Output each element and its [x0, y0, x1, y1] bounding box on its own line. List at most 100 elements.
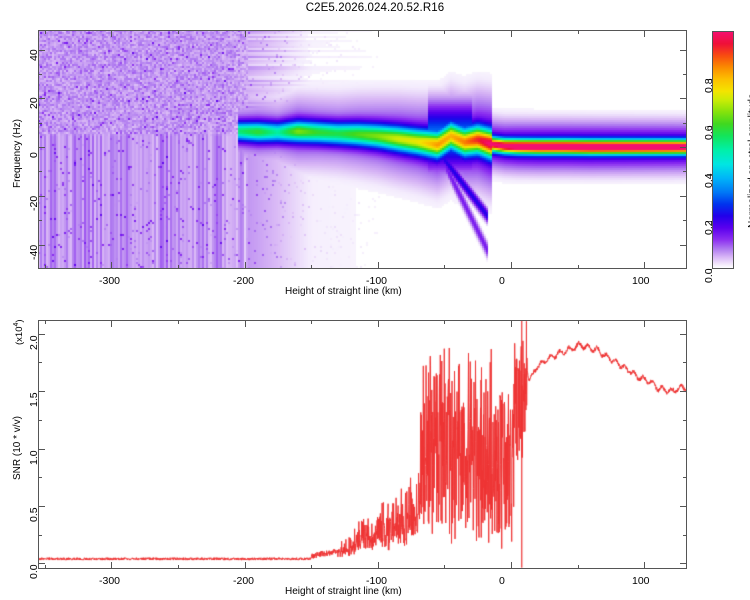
- axis-tick-label: 100: [632, 275, 650, 287]
- axis-tick-label: 0.8: [703, 78, 715, 93]
- axis-tick: [683, 74, 687, 75]
- axis-tick: [707, 174, 712, 175]
- axis-tick: [45, 565, 46, 569]
- axis-tick: [38, 171, 42, 172]
- axis-tick: [680, 147, 687, 148]
- axis-tick: [378, 562, 379, 569]
- axis-tick: [511, 262, 512, 269]
- axis-tick: [245, 320, 246, 327]
- axis-tick: [644, 30, 645, 37]
- axis-tick: [111, 562, 112, 569]
- axis-tick: [38, 196, 45, 197]
- axis-tick-label: 1.0: [28, 450, 40, 465]
- snr-exponent-base: (x10: [14, 326, 26, 345]
- colorbar-gradient: [712, 31, 734, 269]
- axis-tick: [111, 320, 112, 327]
- axis-tick: [38, 391, 45, 392]
- axis-tick: [578, 30, 579, 34]
- axis-tick: [444, 30, 445, 34]
- axis-tick: [680, 506, 687, 507]
- axis-tick: [444, 320, 445, 324]
- axis-tick: [680, 196, 687, 197]
- axis-tick: [644, 262, 645, 269]
- axis-tick: [707, 269, 712, 270]
- axis-tick-label: 0: [499, 575, 505, 587]
- axis-tick: [311, 30, 312, 34]
- axis-tick: [38, 420, 42, 421]
- axis-tick: [178, 265, 179, 269]
- axis-tick: [45, 320, 46, 324]
- axis-tick: [683, 220, 687, 221]
- page-title: C2E5.2026.024.20.52.R16: [305, 2, 445, 14]
- axis-tick: [683, 420, 687, 421]
- axis-tick: [511, 320, 512, 327]
- axis-tick: [707, 126, 712, 127]
- axis-tick: [683, 362, 687, 363]
- axis-tick-label: 1.5: [28, 392, 40, 407]
- axis-tick-label: 0: [28, 152, 40, 158]
- axis-tick-label: 0.0: [28, 564, 40, 579]
- axis-tick-label: 0.6: [703, 125, 715, 140]
- axis-tick: [245, 562, 246, 569]
- axis-tick: [45, 265, 46, 269]
- axis-tick-label: 20: [28, 97, 40, 109]
- axis-tick: [178, 565, 179, 569]
- axis-tick: [38, 563, 45, 564]
- axis-tick-label: -300: [99, 275, 121, 287]
- axis-tick: [38, 50, 45, 51]
- axis-tick: [680, 334, 687, 335]
- axis-tick-label: 100: [632, 575, 650, 587]
- axis-tick: [644, 562, 645, 569]
- axis-tick-label: 0.2: [703, 220, 715, 235]
- axis-tick: [683, 123, 687, 124]
- axis-tick: [578, 320, 579, 324]
- axis-tick-label: -100: [366, 275, 388, 287]
- snr-x-axis-label: Height of straight line (km): [285, 586, 402, 597]
- snr-line-plot: [38, 320, 687, 569]
- axis-tick: [245, 30, 246, 37]
- axis-tick: [378, 320, 379, 327]
- spectrogram-y-axis-label: Frequency (Hz): [12, 119, 23, 188]
- axis-tick: [38, 74, 42, 75]
- axis-tick-label: 2.0: [28, 335, 40, 350]
- axis-tick-label: 0.4: [703, 173, 715, 188]
- axis-tick: [38, 362, 42, 363]
- axis-tick: [644, 320, 645, 327]
- snr-y-exponent-label: (x104): [13, 319, 25, 345]
- axis-tick: [38, 449, 45, 450]
- axis-tick-label: 0: [499, 275, 505, 287]
- axis-tick: [511, 562, 512, 569]
- axis-tick: [178, 30, 179, 34]
- axis-tick: [38, 506, 45, 507]
- axis-tick: [680, 449, 687, 450]
- axis-tick: [707, 221, 712, 222]
- spectrogram-panel: [38, 30, 687, 269]
- axis-tick: [707, 79, 712, 80]
- axis-tick-label: -300: [99, 575, 121, 587]
- axis-tick: [683, 171, 687, 172]
- axis-tick: [680, 245, 687, 246]
- axis-tick-label: -200: [233, 275, 255, 287]
- axis-tick: [311, 320, 312, 324]
- axis-tick-label: -20: [28, 195, 40, 211]
- axis-tick: [111, 262, 112, 269]
- snr-panel: [38, 320, 687, 569]
- axis-tick: [680, 563, 687, 564]
- snr-y-axis-label: SNR (10 * v/v): [12, 416, 23, 480]
- axis-tick: [444, 265, 445, 269]
- spectrogram-x-axis-label: Height of straight line (km): [285, 286, 402, 297]
- axis-tick: [680, 98, 687, 99]
- spectrogram-image: [38, 30, 687, 269]
- axis-tick-label: -100: [366, 575, 388, 587]
- axis-tick: [38, 245, 45, 246]
- axis-tick: [578, 265, 579, 269]
- axis-tick: [38, 123, 42, 124]
- snr-exponent-tail: ): [14, 319, 26, 323]
- snr-exponent-power: 4: [13, 322, 20, 327]
- axis-tick-label: 40: [28, 49, 40, 61]
- axis-tick: [680, 391, 687, 392]
- axis-tick-label: -40: [28, 244, 40, 260]
- axis-tick-label: -200: [233, 575, 255, 587]
- axis-tick: [38, 220, 42, 221]
